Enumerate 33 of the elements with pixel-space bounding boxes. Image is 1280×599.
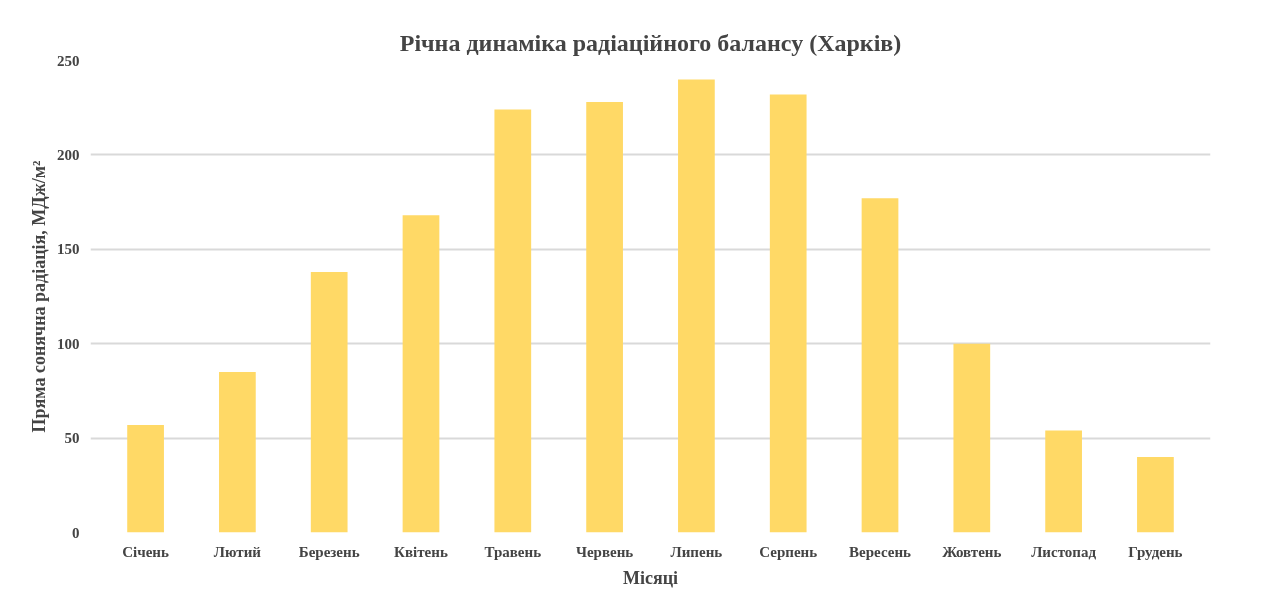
x-tick-label: Січень [122,543,169,560]
x-tick-label: Лютий [213,543,262,560]
bar [219,372,256,533]
bar [861,198,899,533]
bar [1137,456,1174,533]
bar [494,109,532,533]
bar [678,79,715,533]
x-tick-label: Грудень [1128,543,1183,560]
x-axis-title: Місяці [622,567,679,588]
y-tick-label: 150 [57,241,80,258]
y-tick-label: 250 [57,52,80,69]
x-tick-label: Червень [575,543,634,560]
x-tick-label: Квітень [394,543,448,560]
x-tick-label: Серпень [759,543,818,560]
x-tick-label: Березень [298,543,360,560]
bar [127,424,164,533]
y-tick-label: 50 [64,430,80,447]
x-tick-label: Вересень [849,543,912,560]
x-tick-label: Жовтень [942,543,1002,560]
bar [586,102,623,533]
y-axis-title: Пряма сонячна радіація, МДж/м² [29,160,49,433]
bar [402,215,440,533]
bar [1045,430,1082,533]
x-tick-label: Листопад [1031,543,1097,560]
x-tick-label: Липень [670,543,723,560]
y-tick-label: 0 [72,524,80,541]
y-tick-label: 200 [57,146,80,163]
bar [953,343,991,533]
bar [310,271,348,533]
chart-title: Річна динаміка радіаційного балансу (Харків) [399,29,902,56]
y-tick-label: 100 [57,335,80,352]
x-tick-label: Травень [484,543,542,560]
bar [769,94,807,533]
